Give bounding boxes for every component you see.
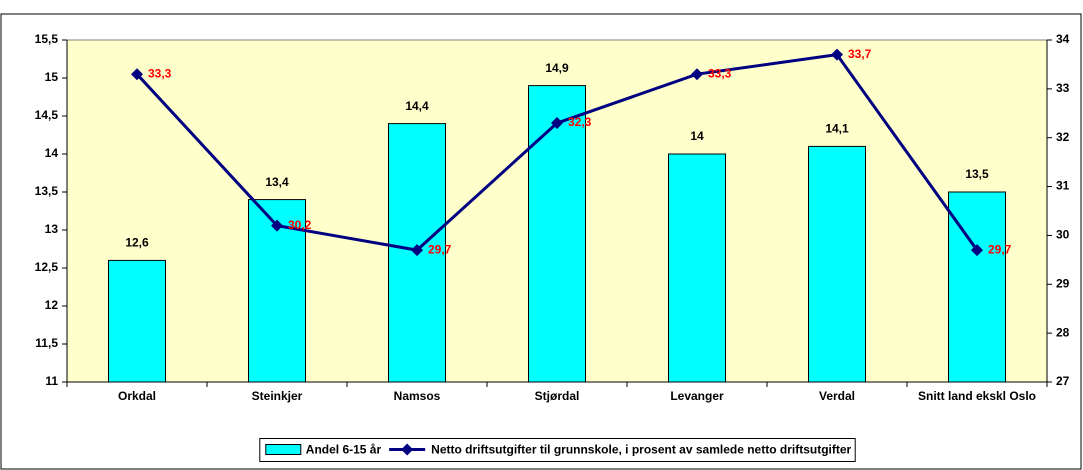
x-tick-label: Stjørdal xyxy=(535,389,580,403)
line-label: 33,3 xyxy=(148,66,172,80)
y-tick-label: 12 xyxy=(45,298,59,312)
line-marker xyxy=(691,68,703,81)
x-tick-label: Namsos xyxy=(394,389,441,403)
line-label: 33,3 xyxy=(708,66,732,80)
line-marker xyxy=(411,244,423,257)
bar xyxy=(668,153,726,383)
y2-tick-label: 29 xyxy=(1056,276,1070,290)
x-tick-label: Verdal xyxy=(819,389,855,403)
y-tick-label: 13,5 xyxy=(35,184,59,198)
y2-tick-label: 33 xyxy=(1056,81,1070,95)
x-tick-label: Steinkjer xyxy=(252,389,303,403)
y2-tick-label: 28 xyxy=(1056,325,1070,339)
legend-swatch xyxy=(265,444,302,455)
line-marker xyxy=(131,68,143,81)
bar xyxy=(108,259,166,383)
bar-label: 13,4 xyxy=(265,175,289,189)
line-label: 29,7 xyxy=(988,242,1012,256)
line-label: 32,3 xyxy=(568,115,592,129)
line-marker xyxy=(271,219,283,232)
legend-label: Netto driftsutgifter til grunnskole, i p… xyxy=(431,443,851,457)
bar-label: 13,5 xyxy=(965,167,989,181)
bar-label: 12,6 xyxy=(125,236,149,250)
line-label: 33,7 xyxy=(848,47,872,61)
line-label: 30,2 xyxy=(288,218,312,232)
bar-label: 14,1 xyxy=(825,122,849,136)
bar xyxy=(528,85,586,383)
x-tick-label: Orkdal xyxy=(118,389,156,403)
y-tick-label: 13 xyxy=(45,222,59,236)
line-marker xyxy=(551,117,563,130)
line-label: 29,7 xyxy=(428,242,452,256)
bar xyxy=(808,145,866,383)
y2-tick-label: 30 xyxy=(1056,228,1070,242)
legend-marker xyxy=(401,443,414,456)
bar-label: 14,9 xyxy=(545,61,569,75)
y-tick-label: 15,5 xyxy=(35,32,59,46)
line-marker xyxy=(831,48,843,61)
y-tick-label: 11 xyxy=(45,374,58,388)
y2-tick-label: 27 xyxy=(1056,374,1070,388)
legend-label: Andel 6-15 år xyxy=(306,443,382,457)
y-tick-label: 14 xyxy=(45,146,59,160)
y2-tick-label: 32 xyxy=(1056,130,1070,144)
y-tick-label: 11,5 xyxy=(35,336,58,350)
y-tick-label: 12,5 xyxy=(35,260,59,274)
legend: Andel 6-15 år Netto driftsutgifter til gr… xyxy=(259,438,856,462)
x-tick-label: Snitt land ekskl Oslo xyxy=(918,389,1036,403)
y2-tick-label: 31 xyxy=(1056,179,1070,193)
legend-box xyxy=(259,438,856,462)
bar-label: 14,4 xyxy=(405,99,429,113)
y-tick-label: 14,5 xyxy=(35,108,59,122)
y2-tick-label: 34 xyxy=(1056,32,1070,46)
x-tick-label: Levanger xyxy=(670,389,724,403)
bar-label: 14 xyxy=(690,129,704,143)
line-marker xyxy=(971,244,983,257)
y-tick-label: 15 xyxy=(45,70,59,84)
